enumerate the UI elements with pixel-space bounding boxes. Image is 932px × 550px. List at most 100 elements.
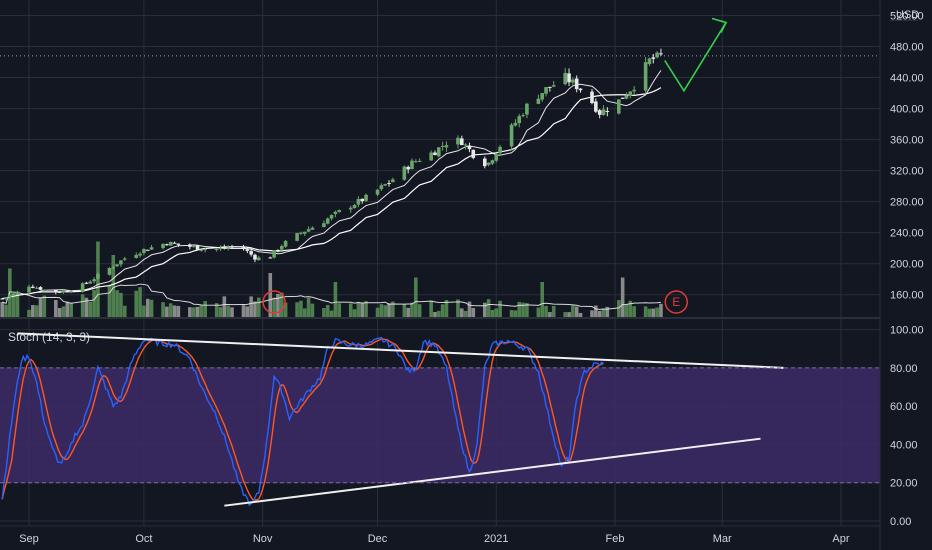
time-tick-label-0: Sep — [19, 533, 39, 545]
volume-bar-110 — [590, 310, 594, 318]
volume-bar-37 — [195, 306, 200, 318]
earnings-circle[interactable] — [664, 290, 689, 314]
price-tick-label-4: 320.00 — [890, 166, 924, 178]
candle-body-1 — [4, 297, 8, 299]
volume-bar-121 — [647, 308, 652, 318]
candle-body-108 — [574, 78, 579, 90]
earnings-circle-past[interactable] — [262, 290, 286, 314]
volume-bar-63 — [333, 282, 338, 318]
candle-body-40 — [214, 249, 219, 251]
candle-body-62 — [329, 215, 334, 219]
candle-body-116 — [620, 97, 625, 99]
volume-bar-101 — [540, 282, 545, 318]
candle-body-83 — [440, 145, 445, 147]
candle-body-48 — [253, 254, 257, 260]
volume-bar-3 — [11, 293, 16, 318]
volume-bar-21 — [111, 255, 116, 318]
volume-bar-28 — [145, 298, 150, 318]
volume-bar-4 — [15, 293, 20, 318]
candle-body-103 — [548, 86, 552, 88]
candle-body-94 — [498, 146, 502, 154]
candlesticks — [0, 48, 663, 301]
price-tick-label-6: 400.00 — [890, 104, 924, 116]
volume-bar-23 — [119, 292, 123, 318]
candle-body-16 — [84, 282, 89, 284]
volume-bar-38 — [199, 304, 204, 318]
volume-bar-71 — [379, 304, 384, 318]
volume-bar-48 — [253, 301, 257, 318]
candle-body-10 — [54, 289, 58, 293]
candle-body-53 — [279, 246, 284, 250]
candle-body-5 — [27, 286, 31, 293]
volume-bar-24 — [122, 305, 127, 318]
candle-body-42 — [222, 246, 227, 249]
volume-bar-108 — [574, 306, 579, 318]
candle-body-105 — [563, 72, 567, 85]
volume-bar-97 — [517, 301, 522, 318]
volume-bar-39 — [203, 301, 207, 318]
candle-body-110 — [590, 91, 594, 104]
candle-body-99 — [525, 103, 529, 115]
volume-bar-116 — [620, 277, 625, 318]
volume-bar-81 — [433, 312, 437, 318]
candle-body-86 — [459, 138, 464, 146]
earnings-letter[interactable]: E — [672, 295, 680, 309]
price-tick-label-2: 240.00 — [890, 228, 924, 240]
candle-body-100 — [536, 98, 541, 104]
volume-bar-95 — [509, 310, 514, 318]
volume-bar-10 — [54, 299, 58, 318]
candle-body-88 — [467, 145, 472, 150]
volume-bar-118 — [628, 300, 633, 318]
time-tick-label-6: Mar — [713, 533, 732, 545]
volume-bar-85 — [456, 299, 460, 318]
volume-bar-122 — [651, 308, 656, 318]
candle-body-123 — [655, 52, 659, 58]
price-axis[interactable]: 160.00 200.00 240.00 280.00 320.00 360.00 400.… — [890, 11, 924, 302]
volume-bar-32 — [168, 303, 173, 318]
volume-bar-22 — [115, 290, 119, 318]
candle-body-41 — [218, 247, 223, 250]
candle-body-37 — [195, 245, 200, 250]
candle-body-8 — [38, 287, 43, 290]
candle-body-9 — [42, 289, 47, 291]
volume-bar-86 — [459, 308, 464, 318]
volume-bar-26 — [138, 287, 142, 318]
price-tick-label-8: 480.00 — [890, 42, 924, 54]
volume-bar-11 — [57, 308, 62, 318]
candle-body-61 — [325, 218, 330, 224]
price-tick-label-1: 200.00 — [890, 259, 924, 271]
volume-bar-16 — [84, 297, 89, 318]
price-tick-label-5: 360.00 — [890, 135, 924, 147]
earnings-marker-2[interactable] — [262, 290, 286, 314]
candle-body-47 — [249, 251, 253, 255]
earnings-marker[interactable]: E — [664, 290, 689, 314]
candle-body-112 — [597, 110, 602, 115]
candle-body-68 — [360, 198, 365, 202]
candle-body-106 — [567, 73, 571, 83]
volume-bar-18 — [92, 289, 96, 318]
candle-body-65 — [348, 207, 353, 210]
price-tick-label-3: 280.00 — [890, 197, 924, 209]
trendlines[interactable] — [17, 332, 784, 507]
volume-bar-5 — [27, 309, 31, 318]
volume-bar-87 — [463, 310, 468, 318]
volume-bar-13 — [65, 301, 70, 318]
volume-bar-80 — [429, 300, 433, 318]
volume-bar-124 — [659, 303, 663, 318]
candle-body-43 — [226, 247, 230, 249]
time-tick-label-3: Dec — [368, 533, 388, 545]
volume-bar-109 — [578, 312, 583, 318]
time-axis[interactable]: Sep Oct Nov Dec 2021 Feb Mar Apr — [19, 533, 850, 545]
volume-bar-75 — [402, 304, 407, 318]
stoch-axis[interactable]: 0.00 20.00 40.00 60.00 80.00 100.00 — [890, 325, 924, 528]
candle-body-31 — [165, 244, 169, 246]
volume-bar-119 — [632, 306, 636, 318]
currency-label: USD — [896, 9, 919, 21]
candle-body-12 — [61, 290, 66, 293]
candle-body-63 — [333, 211, 338, 215]
volume-bar-56 — [299, 300, 303, 318]
candle-body-6 — [31, 286, 35, 288]
sma-slow — [2, 87, 662, 300]
trendline-lower — [224, 437, 761, 507]
volume-bar-92 — [490, 310, 495, 318]
